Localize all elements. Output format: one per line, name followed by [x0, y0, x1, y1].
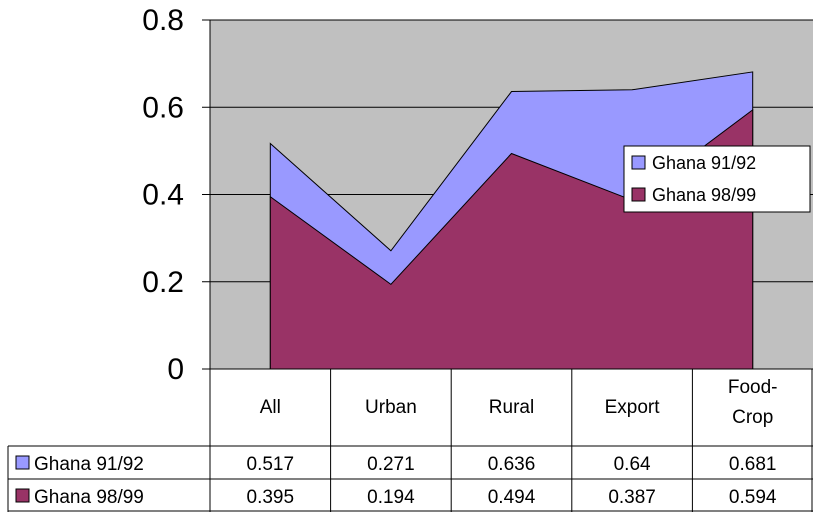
- x-tick-label: Rural: [489, 397, 534, 418]
- x-tick-label: Food-: [728, 377, 778, 398]
- data-label: 0.494: [488, 487, 536, 508]
- y-tick-label: 0.2: [142, 266, 184, 299]
- legend-label: Ghana 98/99: [652, 185, 756, 205]
- data-label: 0.194: [367, 487, 415, 508]
- table-legend-key: [15, 455, 30, 470]
- legend-label: Ghana 91/92: [652, 153, 756, 173]
- y-tick-label: 0.6: [142, 91, 184, 124]
- data-label: 0.387: [608, 487, 656, 508]
- x-tick-label: Crop: [732, 407, 773, 428]
- legend: [623, 145, 811, 213]
- legend-swatch: [631, 155, 646, 170]
- y-tick-label: 0.4: [142, 179, 184, 212]
- data-label: 0.64: [614, 454, 651, 475]
- x-tick-label: All: [260, 397, 281, 418]
- legend-swatch: [631, 187, 646, 202]
- data-label: 0.395: [247, 487, 295, 508]
- table-series-label: Ghana 98/99: [34, 487, 144, 508]
- x-tick-label: Export: [605, 397, 661, 418]
- table-legend-key: [15, 488, 30, 503]
- y-tick-label: 0: [167, 353, 184, 386]
- x-tick-label: Urban: [365, 397, 417, 418]
- series-area-ghana-98-99: [269, 108, 754, 370]
- table-series-label: Ghana 91/92: [34, 454, 144, 475]
- data-label: 0.636: [488, 454, 536, 475]
- data-label: 0.681: [729, 454, 777, 475]
- data-label: 0.271: [367, 454, 415, 475]
- data-label: 0.594: [729, 487, 777, 508]
- y-tick-label: 0.8: [142, 4, 184, 37]
- data-label: 0.517: [247, 454, 295, 475]
